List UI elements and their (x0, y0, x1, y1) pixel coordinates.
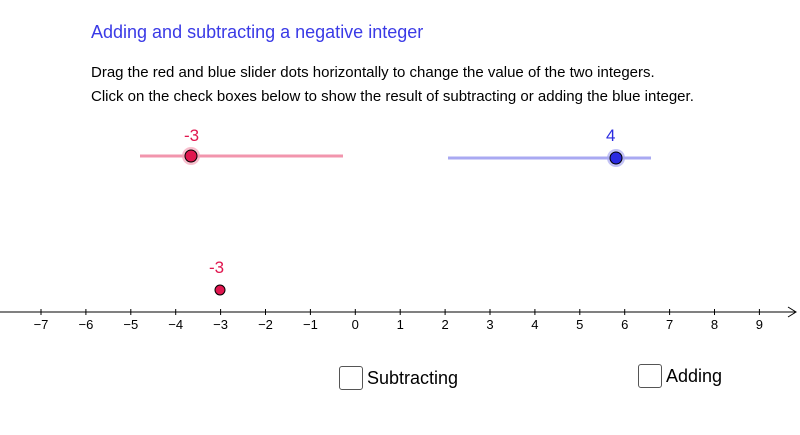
adding-checkbox[interactable]: Adding (638, 364, 722, 388)
number-line-tick-label: 3 (486, 317, 493, 332)
number-line-tick-label: 7 (666, 317, 673, 332)
number-line-tick-label: −4 (168, 317, 183, 332)
number-line-tick-label: 8 (711, 317, 718, 332)
number-line: −7 −6 −5 −4 −3 −2 −1 0 1 2 3 4 5 6 7 8 9 -3 (0, 258, 797, 332)
number-line-tick-label: 9 (756, 317, 763, 332)
number-line-tick-label: 1 (397, 317, 404, 332)
number-line-tick-label: −1 (303, 317, 318, 332)
page-title: Adding and subtracting a negative intege… (91, 22, 424, 42)
number-line-tick-label: 5 (576, 317, 583, 332)
number-line-tick-label: −3 (213, 317, 228, 332)
blue-slider[interactable]: 4 (448, 126, 651, 167)
instruction-line-1: Drag the red and blue slider dots horizo… (91, 64, 655, 81)
adding-checkbox-label[interactable]: Adding (666, 365, 723, 386)
number-line-tick-label: 4 (531, 317, 538, 332)
blue-slider-value-label: 4 (606, 126, 615, 145)
axis-arrow-icon (787, 306, 797, 318)
instruction-line-2: Click on the check boxes below to show t… (91, 88, 694, 105)
red-slider[interactable]: -3 (140, 126, 343, 165)
red-slider-value-label: -3 (184, 126, 199, 145)
number-line-tick-label: 6 (621, 317, 628, 332)
number-line-tick-label: −6 (78, 317, 93, 332)
number-line-tick-label: 2 (441, 317, 448, 332)
number-line-point-label: -3 (209, 258, 224, 277)
blue-slider-handle[interactable] (609, 151, 623, 165)
red-slider-handle[interactable] (184, 149, 198, 163)
number-line-ticks: −7 −6 −5 −4 −3 −2 −1 0 1 2 3 4 5 6 7 8 9 (34, 309, 763, 332)
number-line-tick-label: 0 (352, 317, 359, 332)
subtracting-checkbox-box[interactable] (339, 366, 363, 390)
subtracting-checkbox[interactable]: Subtracting (339, 366, 458, 390)
number-line-tick-label: −7 (34, 317, 49, 332)
number-line-tick-label: −2 (258, 317, 273, 332)
adding-checkbox-box[interactable] (638, 364, 662, 388)
number-line-point (214, 284, 226, 296)
subtracting-checkbox-label[interactable]: Subtracting (367, 367, 459, 388)
number-line-tick-label: −5 (123, 317, 138, 332)
